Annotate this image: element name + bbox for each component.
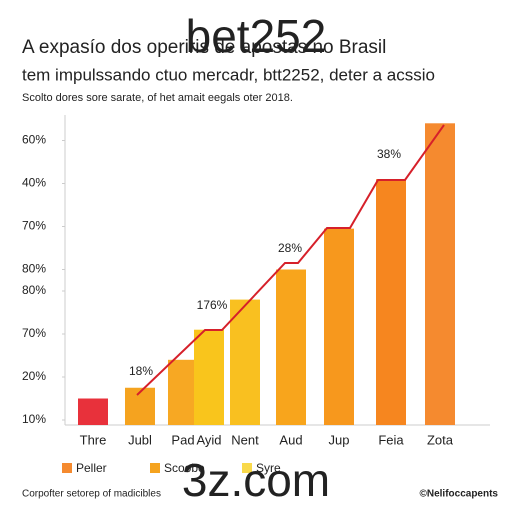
watermark-bottom: 3z.com [182, 454, 330, 506]
watermark-top: bet252 [186, 10, 327, 62]
bar [376, 179, 406, 425]
y-tick-label: 70% [22, 326, 46, 340]
bar [125, 387, 155, 425]
x-tick-label: Nent [231, 432, 259, 447]
bar [78, 398, 108, 425]
x-tick-label: Pad [171, 432, 194, 447]
y-tick-label: 20% [22, 369, 46, 383]
bar [168, 359, 198, 425]
annotation: 18% [129, 364, 153, 378]
y-tick-label: 70% [22, 219, 46, 233]
x-tick-label: Zota [427, 432, 454, 447]
bar [194, 329, 224, 425]
y-tick-label: 10% [22, 412, 46, 426]
plot: 10% 20% 70% 80% 80% 70% 40% 60% Thre Jubl Pad Ayid N… [22, 123, 455, 475]
x-tick-label: Jup [329, 432, 350, 447]
annotation: 28% [278, 241, 302, 255]
x-tick-label: Feia [378, 432, 404, 447]
legend-swatch [62, 463, 72, 473]
chart-subtitle: tem impulssando ctuo mercadr, btt2252, d… [22, 65, 435, 84]
bar [425, 123, 455, 426]
chart-note: Scolto dores sore sarate, of het amait e… [22, 92, 293, 104]
y-tick-label: 80% [22, 262, 46, 276]
y-tick-label: 80% [22, 283, 46, 297]
x-tick-label: Aud [279, 432, 302, 447]
y-tick-label: 40% [22, 176, 46, 190]
bar [276, 269, 306, 425]
legend-swatch [150, 463, 160, 473]
x-tick-label: Thre [80, 432, 107, 447]
chart-title: A expasío dos operiris de apostas no Bra… [22, 37, 386, 58]
legend-label: Syre [256, 461, 281, 475]
legend-label: Scoobe [164, 461, 205, 475]
annotation: 38% [377, 147, 401, 161]
legend-swatch [242, 463, 252, 473]
x-tick-label: Ayid [196, 432, 221, 447]
y-tick-label: 60% [22, 133, 46, 147]
trend-line [136, 124, 445, 396]
legend-label: Peller [76, 461, 107, 475]
annotation: 176% [197, 298, 228, 312]
footer-right: ©Nelifoccapents [419, 489, 498, 500]
x-tick-label: Jubl [128, 432, 152, 447]
footer-left: Corpofter setorep of madicibles [22, 489, 161, 500]
bar [230, 299, 260, 425]
bar [324, 228, 354, 425]
